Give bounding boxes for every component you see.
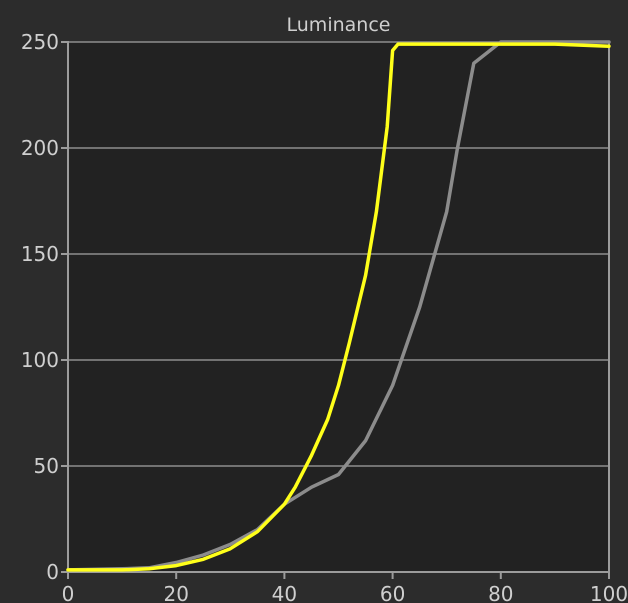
series-lines — [66, 40, 611, 572]
x-tick-label-0: 0 — [62, 582, 75, 603]
plot-area — [68, 42, 609, 572]
series-line-1 — [66, 40, 611, 572]
x-tick-label-80: 80 — [488, 582, 513, 603]
x-tick-label-40: 40 — [272, 582, 297, 603]
y-tick-label-0: 0 — [46, 560, 59, 584]
y-tick-label-100: 100 — [21, 348, 59, 372]
x-tick-label-60: 60 — [380, 582, 405, 603]
x-tick-label-20: 20 — [163, 582, 188, 603]
series-line-0 — [66, 42, 611, 572]
tick-labels: 0 50 100 150 200 250 0 20 40 60 80 100 — [21, 30, 628, 603]
y-tick-label-250: 250 — [21, 30, 59, 54]
y-tick-label-150: 150 — [21, 242, 59, 266]
chart-title: Luminance — [287, 14, 391, 36]
y-tick-label-50: 50 — [34, 454, 59, 478]
y-tick-label-200: 200 — [21, 136, 59, 160]
x-tick-label-100: 100 — [590, 582, 628, 603]
axes — [61, 41, 610, 579]
gridlines — [68, 41, 609, 467]
